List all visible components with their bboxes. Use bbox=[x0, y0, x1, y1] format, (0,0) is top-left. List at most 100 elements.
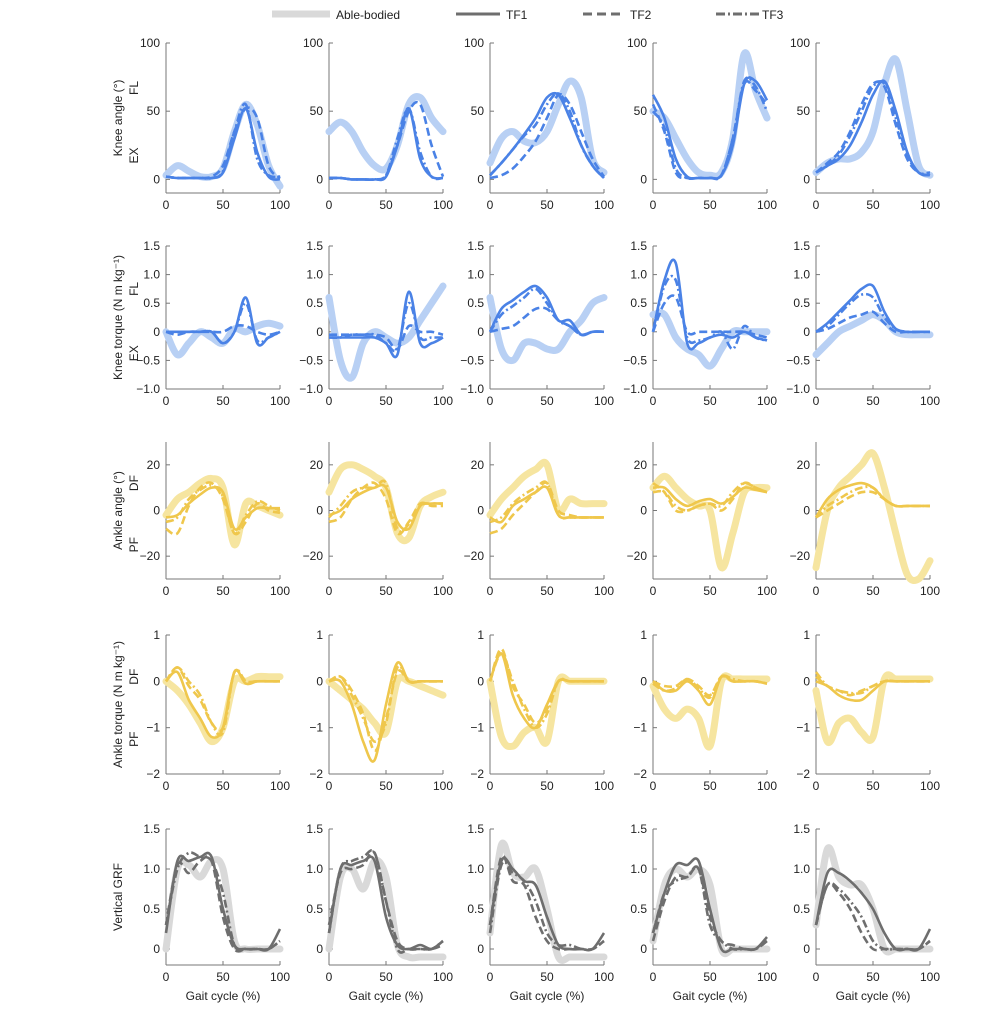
y-tick-label: −0.5 bbox=[299, 353, 323, 367]
row-label-group: Knee angle (°) FL EX bbox=[111, 80, 141, 164]
series-able-bodied bbox=[649, 309, 771, 370]
x-tick-label: 50 bbox=[379, 584, 393, 598]
y-tick-label: 1.0 bbox=[143, 862, 160, 876]
x-tick-label: 50 bbox=[703, 394, 717, 408]
y-tick-label: 1.5 bbox=[306, 239, 323, 253]
x-tick-label: 100 bbox=[920, 584, 940, 598]
x-tick-label: 50 bbox=[703, 779, 717, 793]
y-tick-label: 0 bbox=[803, 942, 810, 956]
x-tick-label: 0 bbox=[650, 198, 657, 212]
y-tick-label: 1.0 bbox=[793, 268, 810, 282]
y-tick-label: 100 bbox=[790, 36, 810, 50]
x-tick-label: 0 bbox=[813, 198, 820, 212]
x-tick-label: 0 bbox=[163, 394, 170, 408]
series-tf2 bbox=[489, 93, 606, 180]
y-tick-label: 1.0 bbox=[467, 268, 484, 282]
y-tick-label: 1.5 bbox=[630, 822, 647, 836]
panel-r5-c3: 0 0.5 1.0 1.5 0 50 100 Gait cycle (%) bbox=[467, 822, 614, 1003]
x-tick-label: 0 bbox=[650, 779, 657, 793]
x-tick-label: 100 bbox=[594, 198, 614, 212]
y-tick-label: −0.5 bbox=[460, 353, 484, 367]
y-tick-label: 0.5 bbox=[793, 902, 810, 916]
y-axis-label: Ankle torque (N m kg⁻¹) bbox=[111, 641, 125, 768]
series-tf3 bbox=[815, 485, 930, 519]
y-tick-label: 0 bbox=[640, 504, 647, 518]
series-tf1 bbox=[328, 661, 443, 763]
x-tick-label: 0 bbox=[163, 584, 170, 598]
y-tick-label: −20 bbox=[627, 549, 648, 563]
y-tick-label: −1.0 bbox=[460, 382, 484, 396]
legend-label-tf2: TF2 bbox=[630, 8, 652, 22]
y-tick-label: −1.0 bbox=[136, 382, 160, 396]
x-tick-label: 100 bbox=[433, 779, 453, 793]
series-tf1 bbox=[814, 867, 932, 952]
series-tf3 bbox=[488, 287, 605, 337]
x-tick-label: 100 bbox=[757, 198, 777, 212]
x-tick-label: 50 bbox=[216, 394, 230, 408]
series-tf2 bbox=[164, 855, 281, 953]
panel-r5-c5: 0 0.5 1.0 1.5 0 50 100 Gait cycle (%) bbox=[793, 822, 940, 1003]
series-able-bodied bbox=[486, 458, 608, 519]
x-tick-label: 0 bbox=[487, 584, 494, 598]
x-tick-label: 100 bbox=[920, 970, 940, 984]
panel-r4-c4: −2 −1 0 1 0 50 100 bbox=[633, 628, 777, 793]
x-tick-label: 50 bbox=[216, 198, 230, 212]
y-tick-label: −1 bbox=[470, 721, 484, 735]
series-able-bodied bbox=[162, 319, 284, 359]
panel-r1-c5: 0 50 100 0 50 100 bbox=[790, 36, 940, 212]
x-tick-label: 0 bbox=[487, 779, 494, 793]
series-tf2 bbox=[652, 674, 768, 697]
y-tick-label: 1 bbox=[153, 628, 160, 642]
series-tf3 bbox=[165, 483, 281, 535]
x-axis-label: Gait cycle (%) bbox=[836, 989, 911, 1003]
y-direction-label-top: DF bbox=[127, 475, 141, 491]
panel-r4-c2: −2 −1 0 1 0 50 100 bbox=[309, 628, 453, 793]
panel-r3-c4: −20 0 20 0 50 100 bbox=[627, 442, 777, 598]
y-tick-label: 0 bbox=[640, 325, 647, 339]
x-tick-label: 0 bbox=[326, 970, 333, 984]
y-direction-label-bottom: EX bbox=[127, 345, 141, 361]
y-tick-label: 1.0 bbox=[306, 268, 323, 282]
series-able-bodied bbox=[812, 55, 934, 179]
x-tick-label: 100 bbox=[433, 970, 453, 984]
x-tick-label: 0 bbox=[813, 970, 820, 984]
x-tick-label: 0 bbox=[650, 584, 657, 598]
y-tick-label: 20 bbox=[471, 458, 485, 472]
x-tick-label: 50 bbox=[866, 394, 880, 408]
y-tick-label: 0.5 bbox=[467, 296, 484, 310]
series-tf3 bbox=[489, 92, 605, 179]
legend-label-tf3: TF3 bbox=[762, 8, 784, 22]
series-tf2 bbox=[165, 324, 281, 336]
x-tick-label: 50 bbox=[866, 198, 880, 212]
series-tf3 bbox=[489, 480, 604, 524]
x-tick-label: 0 bbox=[326, 198, 333, 212]
x-axis-label: Gait cycle (%) bbox=[349, 989, 424, 1003]
series-tf3 bbox=[328, 301, 443, 353]
y-tick-label: −20 bbox=[140, 549, 161, 563]
y-tick-label: 0 bbox=[153, 942, 160, 956]
x-axis-label: Gait cycle (%) bbox=[673, 989, 748, 1003]
y-tick-label: 0 bbox=[803, 325, 810, 339]
x-tick-label: 50 bbox=[540, 970, 554, 984]
y-tick-label: 100 bbox=[140, 36, 160, 50]
y-tick-label: 0 bbox=[803, 674, 810, 688]
series-tf2 bbox=[651, 294, 768, 339]
y-tick-label: 0 bbox=[640, 942, 647, 956]
y-tick-label: −2 bbox=[146, 767, 160, 781]
y-tick-label: 1.0 bbox=[630, 862, 647, 876]
y-tick-label: 100 bbox=[464, 36, 484, 50]
legend-label-able-bodied: Able-bodied bbox=[336, 8, 400, 22]
y-tick-label: 0 bbox=[477, 942, 484, 956]
y-direction-label-bottom: PF bbox=[127, 732, 141, 747]
x-tick-label: 100 bbox=[757, 584, 777, 598]
y-tick-label: 1.0 bbox=[467, 862, 484, 876]
series-able-bodied bbox=[812, 671, 934, 747]
series-tf3 bbox=[814, 881, 931, 951]
panel-r3-c3: −20 0 20 0 50 100 bbox=[464, 442, 614, 598]
y-tick-label: 1.5 bbox=[467, 239, 484, 253]
y-tick-label: 0.5 bbox=[143, 902, 160, 916]
y-tick-label: 0.5 bbox=[143, 296, 160, 310]
series-able-bodied bbox=[486, 294, 608, 365]
y-tick-label: −1.0 bbox=[786, 382, 810, 396]
